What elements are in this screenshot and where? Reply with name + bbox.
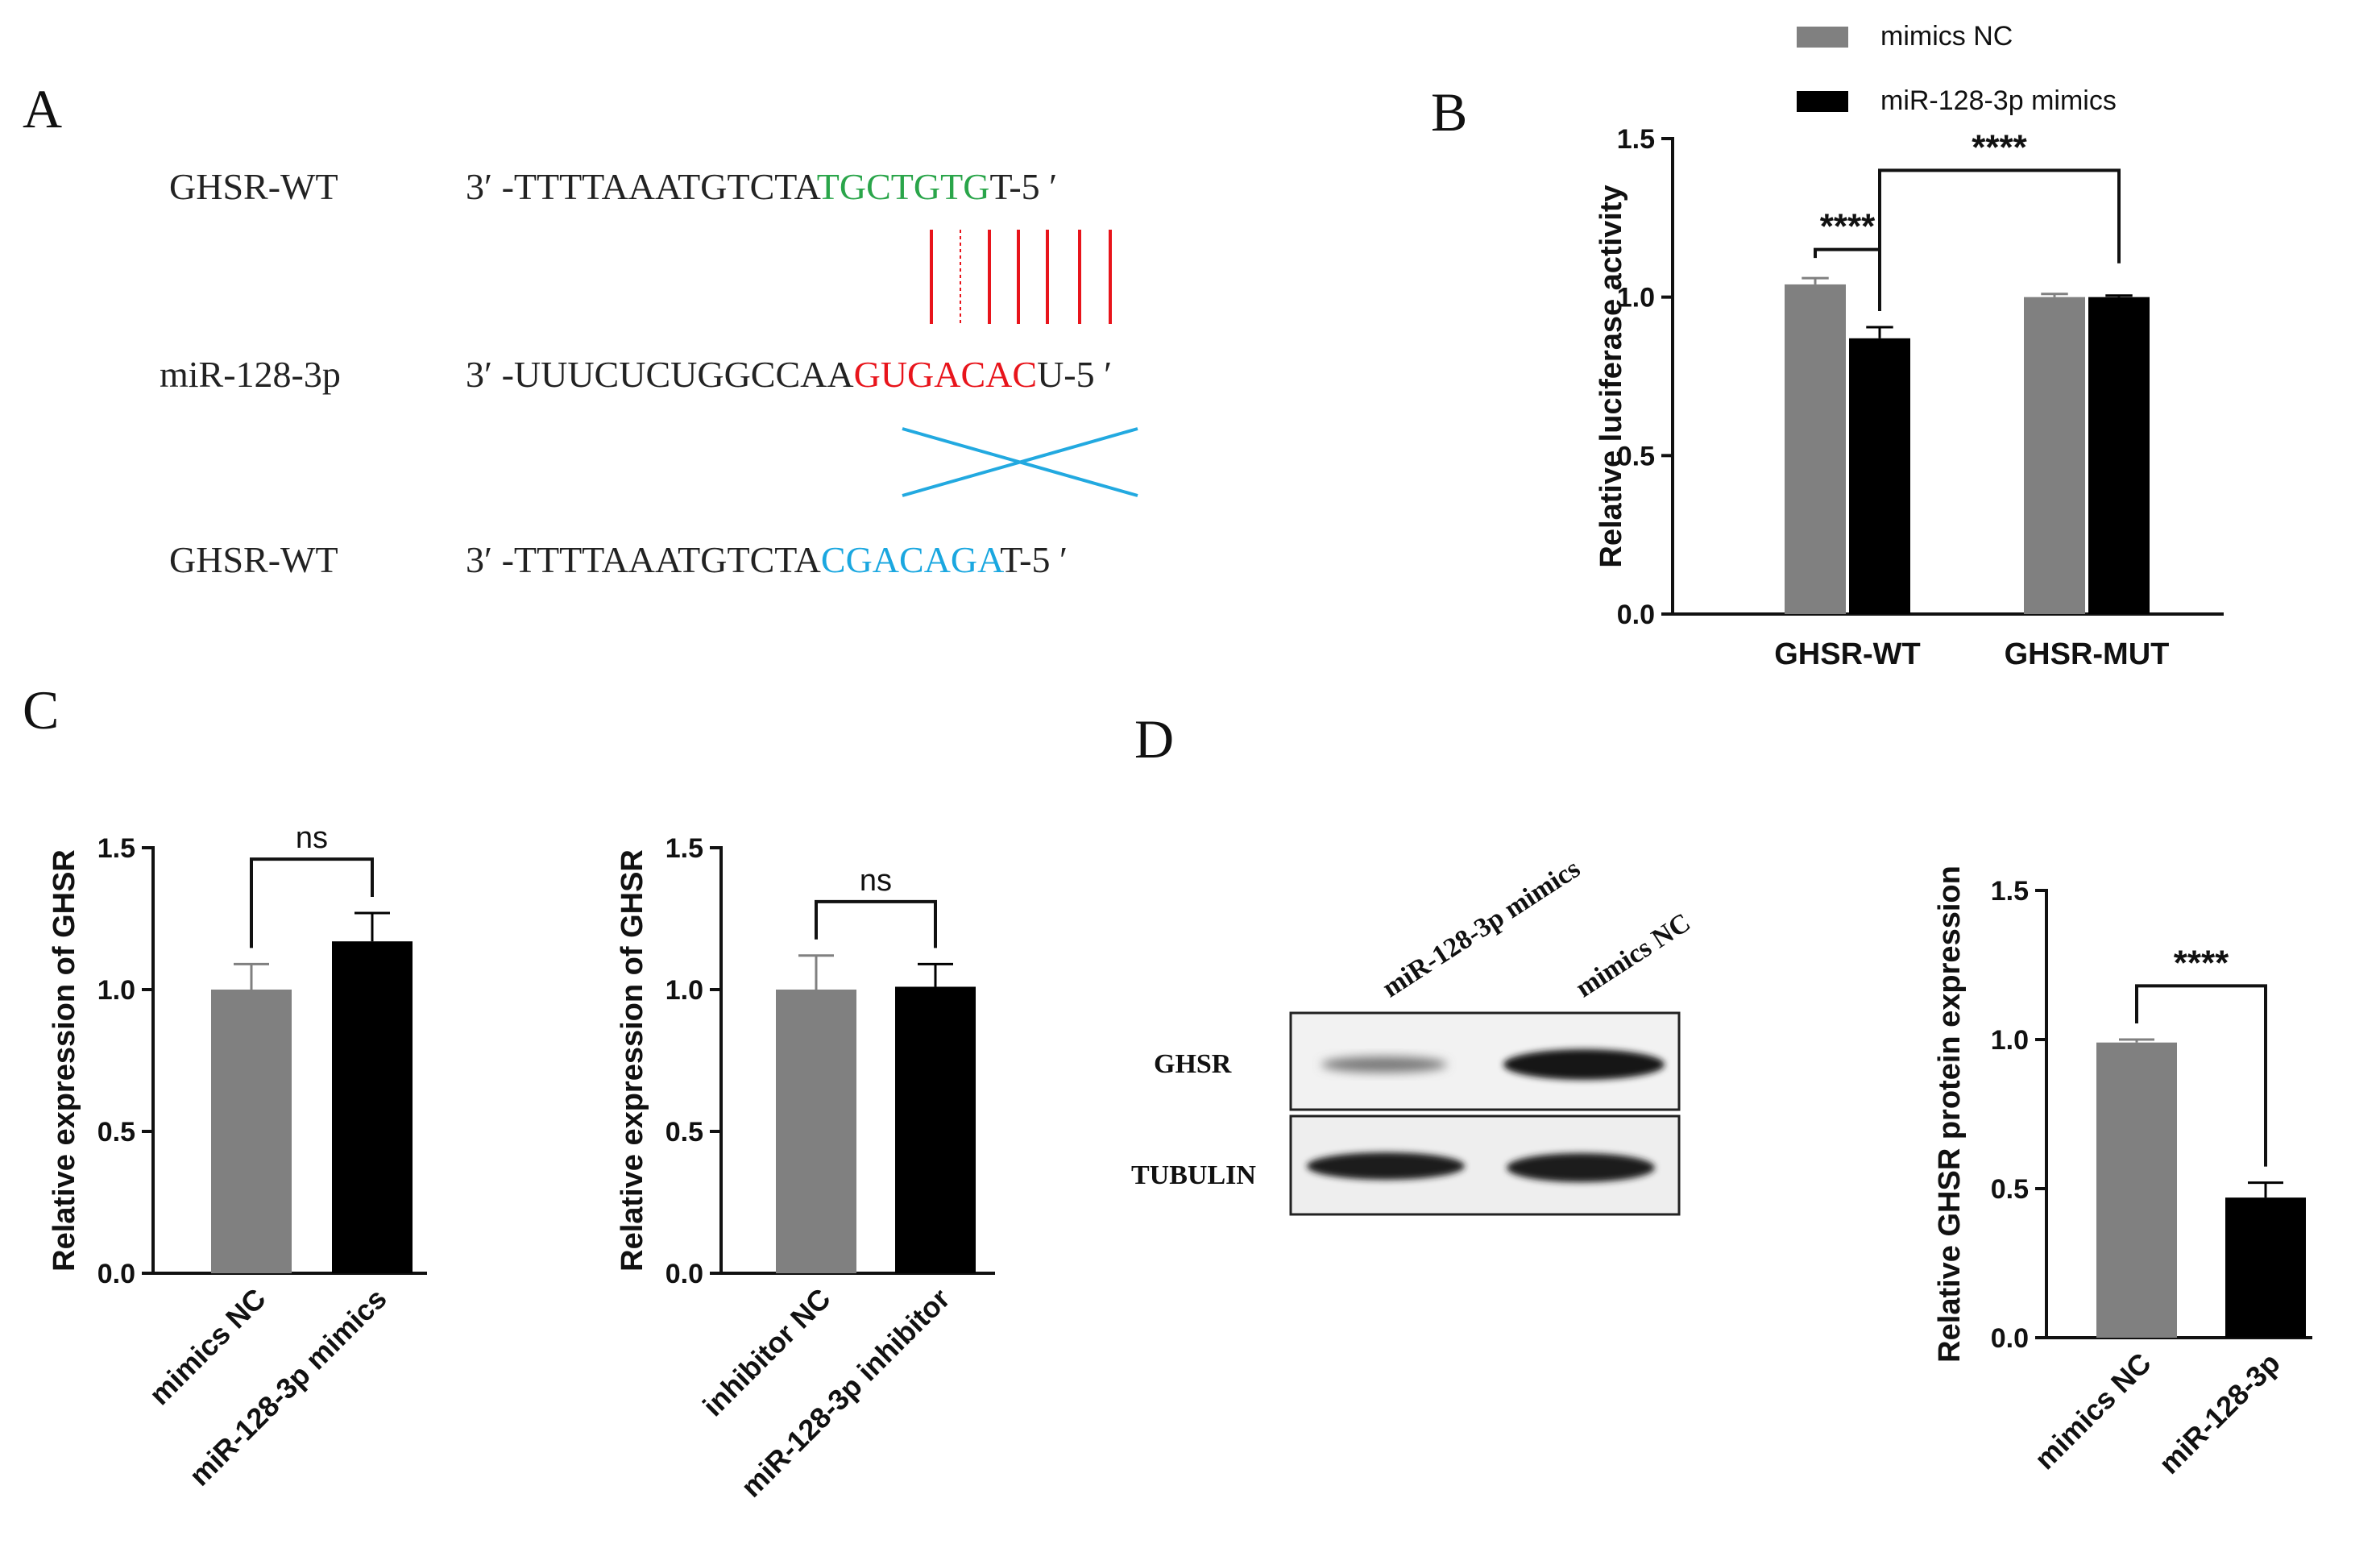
panel-letter-d: D [1134, 708, 1175, 770]
significance-bracket [1878, 168, 2121, 312]
seq-label-row-3: GHSR-WT [169, 539, 338, 580]
seq-highlight: CGACAGA [820, 539, 1001, 580]
chart-b: 0.0 0.5 1.0 1.5 Relative luciferase activity… [1594, 124, 2224, 671]
seq-row-2: 3′ -UUUCUCUGGCCAAGUGACACU-5 ′ [466, 353, 1112, 396]
seq-prefix: 3′ -TTTTAAATGTCTA [466, 539, 821, 580]
y-tick-label: 0.5 [1617, 441, 1655, 471]
seq-row-1: 3′ -TTTTAAATGTCTATGCTGTGT-5 ′ [466, 165, 1057, 208]
y-axis-label: Relative GHSR protein expression [1933, 865, 1967, 1363]
panel-letter-a: A [23, 78, 63, 139]
y-tick-label: 0.0 [1991, 1323, 2029, 1354]
y-tick-label: 1.0 [1991, 1025, 2029, 1056]
seq-highlight: GUGACAC [853, 354, 1038, 395]
band-tubulin-lane-1 [1307, 1152, 1465, 1180]
bar [211, 990, 292, 1273]
x-tick-label: miR-128-3p mimics [183, 1282, 393, 1492]
y-tick-label: 1.5 [665, 833, 703, 864]
seq-suffix: T-5 ′ [1000, 539, 1068, 580]
chart-c1: 0.0 0.5 1.0 1.5 Relative expression of GHSR m… [48, 821, 427, 1492]
seq-row-3: 3′ -TTTTAAATGTCTACGACAGAT-5 ′ [466, 538, 1068, 581]
seq-label-row-1: GHSR-WT [169, 166, 338, 207]
y-tick-label: 1.5 [1991, 876, 2029, 907]
pairing-lines [902, 230, 1138, 497]
bar [2024, 297, 2085, 614]
panel-letter-c: C [23, 679, 60, 741]
legend-label: miR-128-3p mimics [1880, 85, 2117, 116]
legend-item: miR-128-3p mimics [1797, 85, 2117, 117]
x-tick-label: GHSR-WT [1774, 637, 1921, 671]
seq-label-row-2: miR-128-3p [160, 354, 341, 395]
significance-label: ns [296, 821, 328, 855]
seq-prefix: 3′ -TTTTAAATGTCTA [466, 166, 817, 207]
bar [2096, 1042, 2177, 1338]
band-ghsr-lane-2 [1503, 1049, 1665, 1080]
y-tick-label: 1.0 [1617, 283, 1655, 313]
legend-swatch [1797, 26, 1848, 48]
y-tick-label: 0.0 [97, 1259, 135, 1289]
y-axis-label: Relative expression of GHSR [48, 849, 81, 1272]
band-tubulin-lane-2 [1507, 1153, 1655, 1182]
blot-image [1289, 1011, 1681, 1216]
seq-prefix: 3′ -UUUCUCUGGCCAA [466, 354, 854, 395]
band-ghsr-lane-1 [1321, 1056, 1447, 1073]
y-tick-label: 1.5 [97, 833, 135, 864]
significance-bracket [815, 899, 937, 948]
bar [776, 990, 856, 1273]
legend-swatch [1797, 90, 1848, 112]
y-tick-label: 1.0 [665, 975, 703, 1006]
significance-label: **** [1820, 207, 1876, 247]
cross-line [902, 427, 1138, 497]
bar [1785, 284, 1846, 614]
bar [895, 986, 976, 1273]
chart-d: 0.0 0.5 1.0 1.5 Relative GHSR protein expres… [1933, 865, 2312, 1480]
y-axis-label: Relative expression of GHSR [616, 849, 649, 1272]
y-tick-label: 1.5 [1617, 124, 1655, 155]
wb-row-label: TUBULIN [1131, 1160, 1256, 1190]
x-tick-label: mimics NC [2028, 1347, 2158, 1476]
x-tick-label: miR-128-3p [2152, 1347, 2286, 1480]
y-tick-label: 0.0 [665, 1259, 703, 1289]
significance-label: **** [1972, 127, 2027, 167]
wb-lane-label: miR-128-3p mimics [1377, 853, 1586, 1004]
seq-highlight: TGCTGTG [816, 166, 990, 207]
y-tick-label: 0.5 [665, 1117, 703, 1148]
seq-suffix: T-5 ′ [989, 166, 1058, 207]
bar [2088, 297, 2150, 614]
x-tick-label: GHSR-MUT [2005, 637, 2170, 671]
significance-label: ns [860, 864, 892, 898]
seq-suffix: U-5 ′ [1037, 354, 1113, 395]
significance-bracket [250, 857, 374, 948]
y-tick-label: 0.5 [1991, 1174, 2029, 1205]
significance-label: **** [2174, 943, 2229, 982]
legend-item: mimics NC [1797, 21, 2013, 52]
bar [332, 941, 413, 1273]
x-tick-label: miR-128-3p inhibitor [735, 1282, 956, 1504]
wb-row-label: GHSR [1154, 1049, 1232, 1079]
x-tick-label: mimics NC [143, 1282, 272, 1412]
y-tick-label: 0.0 [1617, 600, 1655, 630]
y-axis-label: Relative luciferase activity [1594, 185, 1628, 567]
bar [2225, 1197, 2306, 1338]
legend-label: mimics NC [1880, 21, 2013, 52]
panel-letter-b: B [1431, 81, 1468, 143]
wb-lane-label: mimics NC [1570, 907, 1696, 1004]
significance-bracket [2135, 984, 2267, 1167]
y-tick-label: 0.5 [97, 1117, 135, 1148]
bar [1849, 338, 1910, 614]
y-tick-label: 1.0 [97, 975, 135, 1006]
